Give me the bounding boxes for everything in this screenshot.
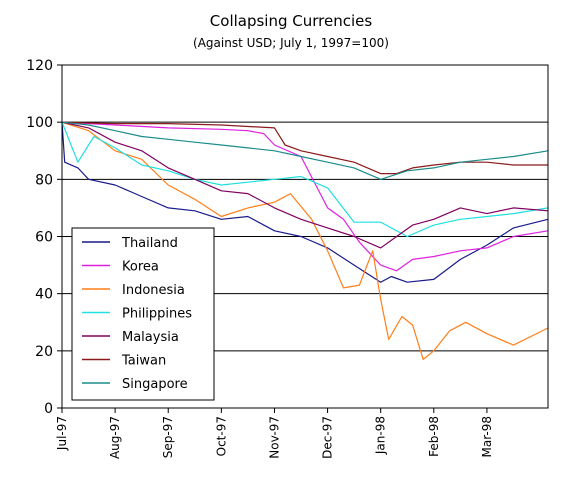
series-line-philippines	[61, 121, 549, 238]
plot-frame	[61, 64, 549, 409]
x-axis: Jul-97 Aug-97 Sep-97 Oct-97 Nov-97 Dec-97 Jan-…	[55, 408, 494, 459]
y-tick-label: 120	[26, 58, 53, 74]
x-tick-label: Mar-98	[480, 416, 494, 457]
series-line-thailand	[61, 122, 549, 283]
y-axis: 0 20 40 60 80 100 120	[26, 58, 62, 417]
chart-title: Collapsing Currencies	[210, 12, 373, 30]
legend-label: Thailand	[121, 236, 178, 251]
x-tick-label: Oct-97	[214, 416, 228, 456]
x-tick-label: Jan-98	[374, 416, 388, 455]
y-tick-label: 40	[35, 287, 53, 303]
series-line-singapore	[61, 121, 549, 180]
x-tick-label: Sep-97	[161, 416, 175, 458]
legend-label: Singapore	[122, 377, 188, 392]
x-tick-label: Jul-97	[55, 416, 69, 451]
series-line-taiwan	[61, 121, 548, 175]
x-tick-label: Dec-97	[321, 416, 335, 459]
y-tick-label: 0	[44, 401, 53, 417]
legend-label: Philippines	[122, 307, 192, 322]
series-lines	[61, 121, 549, 360]
series-line-malaysia	[61, 121, 549, 249]
y-tick-label: 60	[35, 230, 53, 246]
legend: Thailand Korea Indonesia Philippines Malaysi…	[71, 227, 215, 401]
x-tick-label: Nov-97	[267, 416, 281, 459]
series-line-korea	[61, 121, 549, 272]
x-tick-label: Feb-98	[427, 416, 441, 457]
y-tick-label: 20	[35, 344, 53, 360]
y-tick-label: 80	[35, 172, 53, 188]
y-tick-label: 100	[26, 115, 53, 131]
chart-subtitle: (Against USD; July 1, 1997=100)	[193, 36, 389, 50]
legend-label: Indonesia	[122, 283, 185, 298]
legend-label: Malaysia	[122, 330, 179, 345]
x-tick-label: Aug-97	[108, 416, 122, 459]
legend-label: Taiwan	[121, 354, 166, 369]
legend-label: Korea	[122, 260, 159, 275]
series-line-indonesia	[61, 121, 549, 360]
legend-box	[71, 227, 215, 401]
